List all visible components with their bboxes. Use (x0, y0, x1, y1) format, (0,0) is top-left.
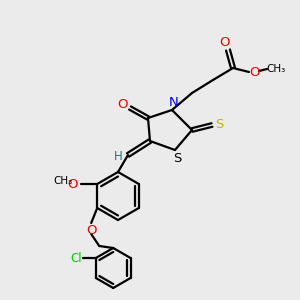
Text: O: O (86, 224, 97, 238)
Text: Cl: Cl (70, 251, 82, 265)
Text: S: S (173, 152, 181, 164)
Text: S: S (215, 118, 223, 131)
Text: O: O (220, 35, 230, 49)
Text: N: N (169, 97, 179, 110)
Text: CH₃: CH₃ (54, 176, 73, 186)
Text: H: H (114, 151, 122, 164)
Text: O: O (67, 178, 77, 191)
Text: O: O (250, 67, 260, 80)
Text: CH₃: CH₃ (266, 64, 286, 74)
Text: O: O (118, 98, 128, 112)
